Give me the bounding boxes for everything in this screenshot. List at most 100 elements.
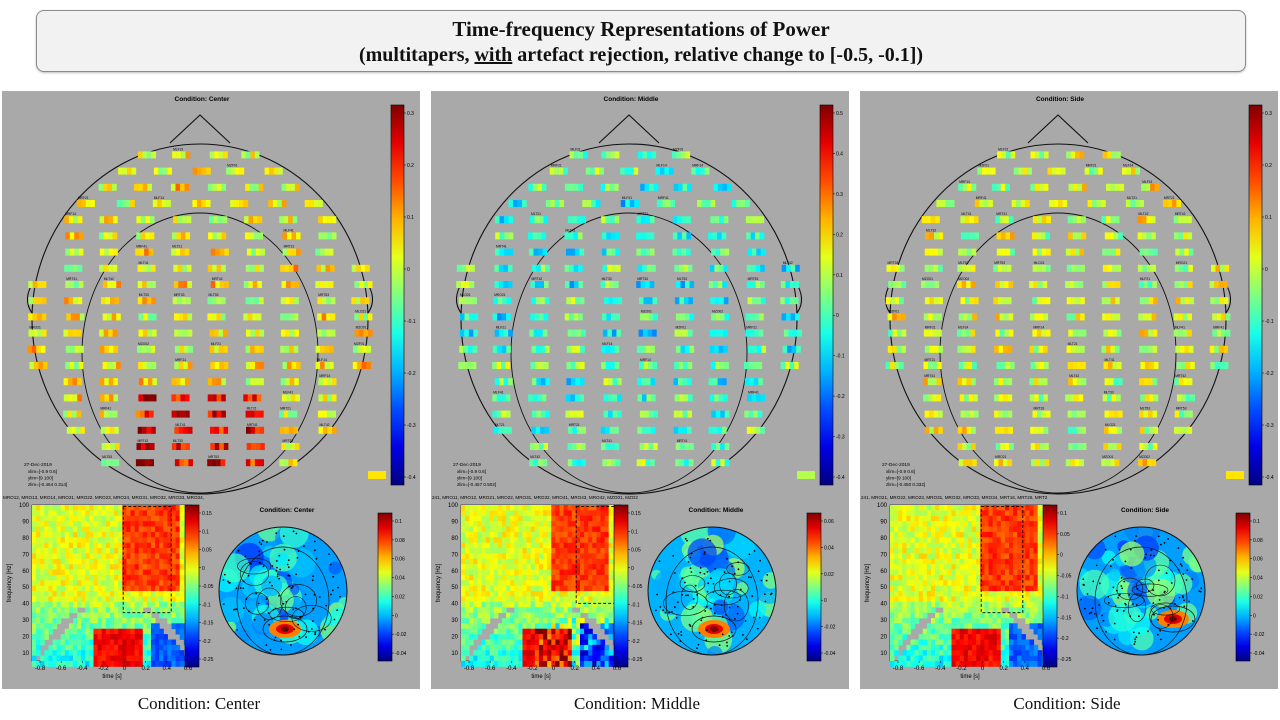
sensor-tfr-thumbnail (673, 410, 692, 418)
tfr-plot: -0.8 -0.6 -0.4 -0.2 0 0.2 0.4 0.6 100 90 80 70 60 50 4… (865, 503, 1055, 680)
sensor-tfr-thumbnail (921, 281, 940, 288)
sensor-label: MRT42 (532, 277, 543, 281)
sensor-tfr-thumbnail (137, 151, 156, 159)
sensor-tfr-thumbnail (207, 378, 226, 386)
sensor-tfr-thumbnail (171, 394, 190, 402)
sensor-tfr-thumbnail (1104, 410, 1123, 418)
sensor-tfr-thumbnail (153, 167, 172, 175)
roi-dashed-box (980, 506, 1024, 614)
tfr-xtick-label: -0.6 (56, 666, 67, 672)
selected-channel-list: 241, MRO21, MRO22, MRO23, MRO31, MRO32, … (861, 495, 1048, 500)
sensor-tfr-thumbnail (959, 394, 978, 402)
sensor-tfr-thumbnail (960, 232, 979, 240)
sensor-tfr-thumbnail (637, 394, 656, 402)
sensor-tfr-thumbnail (1176, 362, 1195, 369)
sensor-tfr-thumbnail (549, 167, 568, 175)
sensor-tfr-thumbnail (1029, 378, 1048, 386)
sensor-label: MLT53 (1140, 407, 1150, 411)
sensor-tfr-thumbnail (279, 459, 298, 467)
topo-colorbar: 0.1 0.08 0.06 0.04 0.02 0 -0.02 -0.04 (377, 512, 407, 662)
tfr-ytick-label: 60 (22, 569, 29, 575)
sensor-tfr-thumbnail (885, 297, 904, 305)
sensor-label: MLF21 (571, 147, 581, 151)
sensor-label: MRF14 (959, 180, 970, 184)
tfr-ytick-label: 70 (22, 552, 29, 558)
sensor-tfr-thumbnail (315, 345, 334, 353)
sensor-tfr-thumbnail (674, 297, 693, 305)
sensor-tfr-thumbnail (640, 183, 659, 191)
sensor-tfr-thumbnail (747, 394, 766, 402)
colorbar-tick-label: 0.1 (407, 215, 414, 221)
caption-side: Condition: Side (1013, 694, 1121, 713)
colorbar-tick-label: -0.1 (1060, 594, 1069, 600)
sensor-tfr-thumbnail (456, 264, 475, 272)
sensor-tfr-thumbnail (1068, 232, 1087, 240)
layout-lim-line: ylim=[9 100] (457, 476, 482, 481)
sensor-tfr-thumbnail (529, 329, 548, 337)
sensor-tfr-thumbnail (101, 297, 120, 305)
sensor-tfr-thumbnail (994, 459, 1013, 467)
tfr-xtick-label: 0.6 (184, 666, 193, 672)
sensor-tfr-thumbnail (936, 200, 955, 207)
sensor-tfr-thumbnail (747, 345, 766, 353)
sensor-tfr-thumbnail (495, 216, 514, 224)
sensor-tfr-thumbnail (564, 313, 583, 321)
sensor-tfr-thumbnail (458, 297, 477, 305)
sensor-tfr-thumbnail (673, 426, 692, 434)
colorbar-tick-label: 0.1 (1060, 511, 1067, 517)
colorbar-gradient (377, 512, 393, 662)
colorbar-tick-label: 0.05 (202, 548, 212, 554)
sensor-label: MZF01 (889, 309, 900, 313)
sensor-label: MZF01 (676, 326, 687, 330)
sensor-tfr-thumbnail (672, 216, 691, 224)
sensor-tfr-thumbnail (354, 281, 373, 288)
sensor-tfr-thumbnail (1174, 264, 1193, 272)
sensor-tfr-thumbnail (710, 216, 729, 224)
tfr-xtick-label: 0.2 (1000, 666, 1009, 672)
sensor-tfr-thumbnail (601, 216, 620, 224)
sensor-tfr-thumbnail (246, 362, 265, 369)
sensor-tfr-thumbnail (744, 378, 763, 386)
sensor-tfr-thumbnail (887, 313, 906, 321)
sensor-tfr-thumbnail (529, 248, 548, 256)
sensor-tfr-thumbnail (1103, 443, 1122, 450)
tfr-ytick-label: 80 (880, 536, 887, 542)
colorbar-tick-label: 0.05 (1060, 532, 1070, 538)
caption-center: Condition: Center (137, 694, 261, 713)
sensor-tfr-thumbnail (64, 297, 83, 305)
sensor-tfr-thumbnail (994, 426, 1013, 434)
sensor-tfr-thumbnail (281, 443, 300, 450)
sensor-tfr-thumbnail (27, 345, 46, 353)
tfr-xtick-label: 0.6 (613, 666, 622, 672)
sensor-tfr-thumbnail (172, 151, 191, 159)
sensor-label: MRT53 (994, 261, 1005, 265)
sensor-tfr-thumbnail (1212, 329, 1231, 337)
topoplot: Condition: Center (218, 507, 348, 656)
sensor-label: MLF41 (493, 390, 503, 394)
sensor-tfr-thumbnail (281, 183, 300, 191)
sensor-tfr-thumbnail (494, 329, 513, 337)
sensor-label: MRF21 (1086, 164, 1097, 168)
sensor-tfr-thumbnail (585, 167, 604, 175)
sensor-tfr-thumbnail (99, 216, 118, 224)
tfr-ytick-label: 100 (19, 503, 30, 509)
tfr-ytick-label: 90 (22, 519, 29, 525)
sensor-tfr-thumbnail (924, 248, 943, 256)
sensor-tfr-thumbnail (354, 313, 373, 321)
sensor-label: MLT41 (139, 261, 149, 265)
colorbar-tick-label: -0.3 (1265, 423, 1274, 429)
sensor-tfr-thumbnail (280, 313, 299, 321)
tfr-xtick-label: -0.2 (527, 666, 538, 672)
sensor-tfr-thumbnail (567, 216, 586, 224)
colorbar-gradient (390, 104, 405, 486)
sensor-tfr-thumbnail (65, 281, 84, 288)
sensor-tfr-thumbnail (135, 410, 154, 418)
colorbar-tick-label: -0.02 (395, 632, 407, 638)
sensor-tfr-thumbnail (601, 248, 620, 256)
sensor-tfr-thumbnail (492, 410, 511, 418)
sensor-tfr-thumbnail (924, 426, 943, 434)
sensor-tfr-thumbnail (210, 426, 229, 434)
figure-title-box: Time-frequency Representations of Power … (36, 10, 1246, 72)
colorbar-tick-label: 0.3 (1265, 111, 1272, 117)
sensor-label: MLF41 (283, 390, 293, 394)
